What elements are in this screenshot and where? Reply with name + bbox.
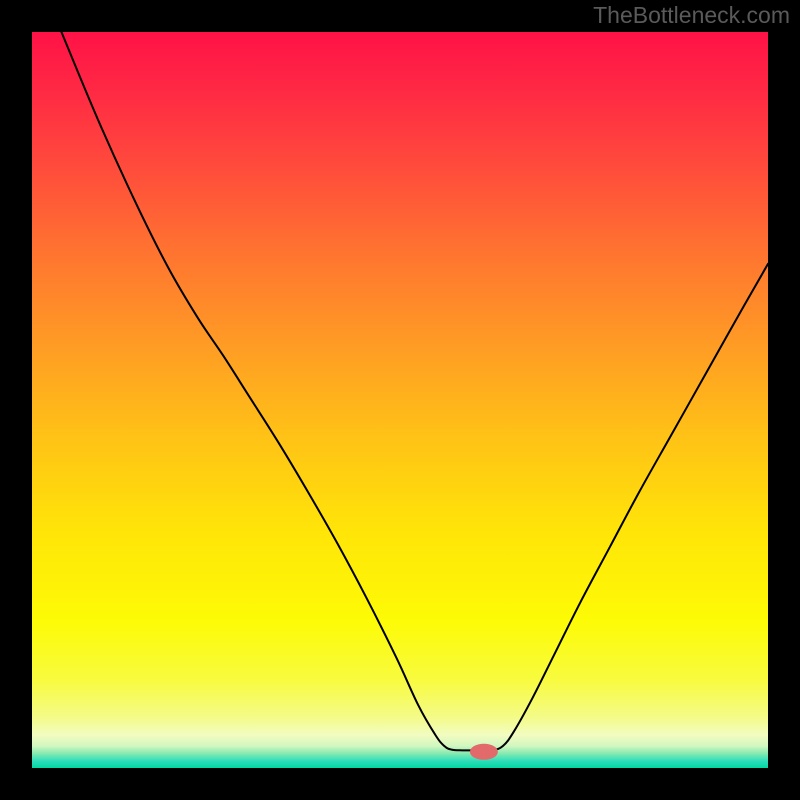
chart-container: TheBottleneck.com (0, 0, 800, 800)
optimal-marker (470, 744, 498, 760)
watermark-text: TheBottleneck.com (593, 2, 790, 29)
bottleneck-chart (0, 0, 800, 800)
gradient-background (32, 32, 768, 768)
